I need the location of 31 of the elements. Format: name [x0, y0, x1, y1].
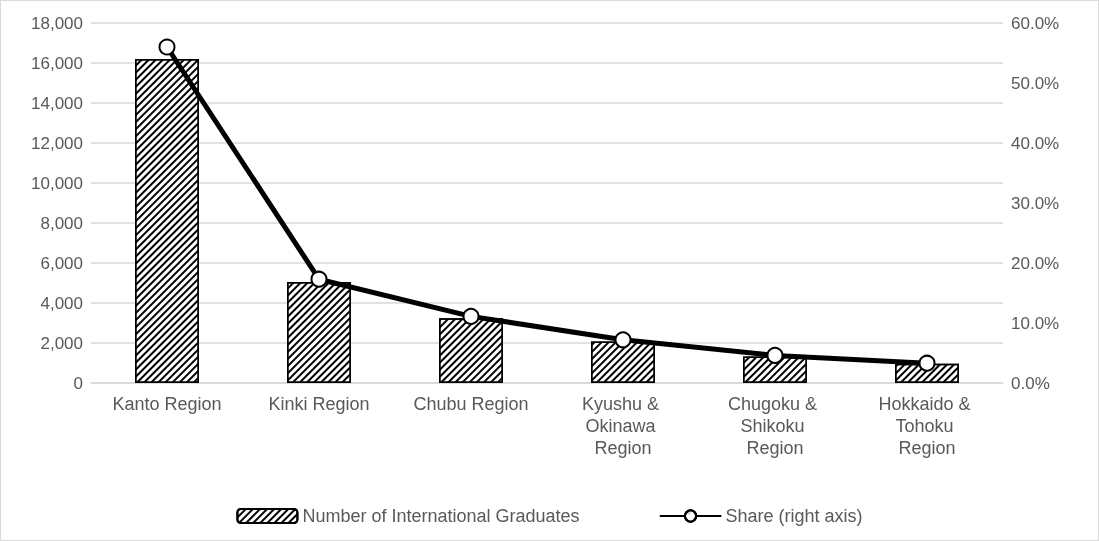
legend-label: Share (right axis)	[725, 506, 863, 526]
y-tick-label: 16,000	[31, 53, 83, 73]
y2-tick-label: 50.0%	[1011, 73, 1060, 93]
y-tick-label: 12,000	[31, 133, 83, 153]
y-tick-label: 4,000	[40, 293, 83, 313]
y2-tick-label: 20.0%	[1011, 253, 1060, 273]
point	[918, 354, 936, 372]
y-tick-label: 14,000	[31, 93, 83, 113]
point	[614, 331, 632, 349]
point	[462, 307, 480, 325]
y-tick-label: 8,000	[40, 213, 83, 233]
y2-tick-label: 0.0%	[1011, 373, 1050, 393]
y2-tick-label: 60.0%	[1011, 13, 1060, 33]
y-tick-label: 6,000	[40, 253, 83, 273]
point	[158, 38, 176, 56]
y-tick-label: 0	[73, 373, 83, 393]
x-tick-label: Hokkaido & Tohoku Region	[878, 394, 976, 458]
y-tick-label: 10,000	[31, 173, 83, 193]
x-tick-label: Kinki Region	[268, 394, 370, 414]
x-tick-label: Kanto Region	[112, 394, 222, 414]
point	[766, 346, 784, 364]
y2-tick-label: 30.0%	[1011, 193, 1060, 213]
x-tick-label: Kyushu & Okinawa Region	[581, 394, 665, 458]
y-tick-label: 2,000	[40, 333, 83, 353]
point	[310, 270, 328, 288]
x-tick-label: Chugoku & Shikoku Region	[727, 394, 823, 458]
legend-label: Number of International Graduates	[302, 506, 580, 526]
y2-tick-label: 40.0%	[1011, 133, 1060, 153]
y2-tick-label: 10.0%	[1011, 313, 1060, 333]
x-tick-label: Chubu Region	[413, 394, 529, 414]
y-tick-label: 18,000	[31, 13, 83, 33]
